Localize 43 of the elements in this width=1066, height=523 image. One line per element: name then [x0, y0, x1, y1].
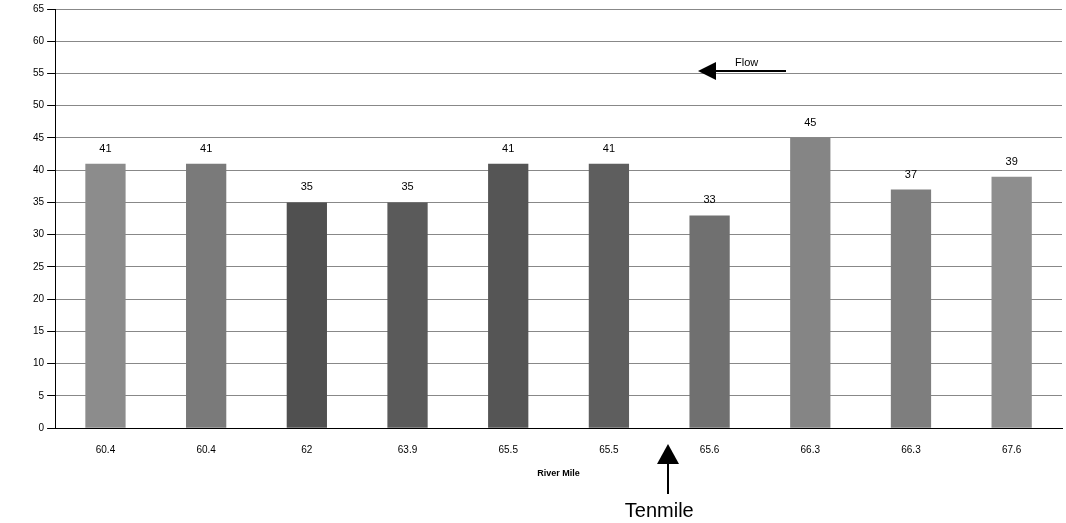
x-tick-label: 62 — [301, 443, 313, 455]
y-tick-label: 15 — [33, 325, 45, 337]
data-label: 33 — [703, 193, 716, 206]
y-tick-label: 65 — [33, 2, 45, 14]
y-tick-label: 30 — [33, 228, 45, 240]
y-tick-label: 40 — [33, 163, 45, 175]
y-tick-label: 0 — [38, 421, 45, 433]
x-tick-label: 60.4 — [196, 443, 217, 455]
x-tick-label: 66.3 — [901, 443, 922, 455]
data-label: 39 — [1005, 154, 1018, 167]
x-tick-label: 65.5 — [599, 443, 620, 455]
data-label: 35 — [300, 180, 313, 193]
x-tick-label: 66.3 — [800, 443, 821, 455]
data-label: 41 — [200, 141, 213, 154]
data-label: 35 — [401, 180, 414, 193]
data-label: 37 — [904, 167, 918, 180]
x-tick-label: 65.5 — [498, 443, 519, 455]
bar — [186, 163, 227, 428]
y-tick-label: 20 — [33, 292, 45, 304]
y-tick-label: 60 — [33, 35, 45, 46]
data-label: 41 — [602, 141, 616, 154]
x-axis-title: River Mile — [537, 468, 580, 479]
x-tick-label: 67.6 — [1001, 443, 1022, 455]
x-tick-label: 60.4 — [95, 443, 116, 455]
y-tick-label: 5 — [38, 389, 45, 401]
y-tick-label: 10 — [33, 357, 45, 369]
bar — [488, 163, 529, 428]
data-label: 41 — [502, 141, 515, 154]
y-tick-label: 50 — [33, 99, 45, 111]
data-label: 45 — [804, 115, 817, 128]
bar — [387, 202, 428, 428]
text: Tenmile — [624, 499, 694, 521]
bar — [588, 163, 630, 428]
y-tick-label: 25 — [33, 260, 45, 272]
bar — [689, 215, 730, 428]
y-tick-label: 55 — [33, 67, 45, 79]
annotation: Flow — [735, 56, 759, 68]
y-tick-label: 35 — [33, 196, 45, 208]
data-label: 41 — [99, 141, 112, 154]
bar — [286, 202, 327, 428]
x-tick-label: 63.9 — [397, 443, 418, 455]
y-tick-label: 45 — [33, 131, 45, 143]
x-tick-label: 65.6 — [699, 443, 720, 455]
